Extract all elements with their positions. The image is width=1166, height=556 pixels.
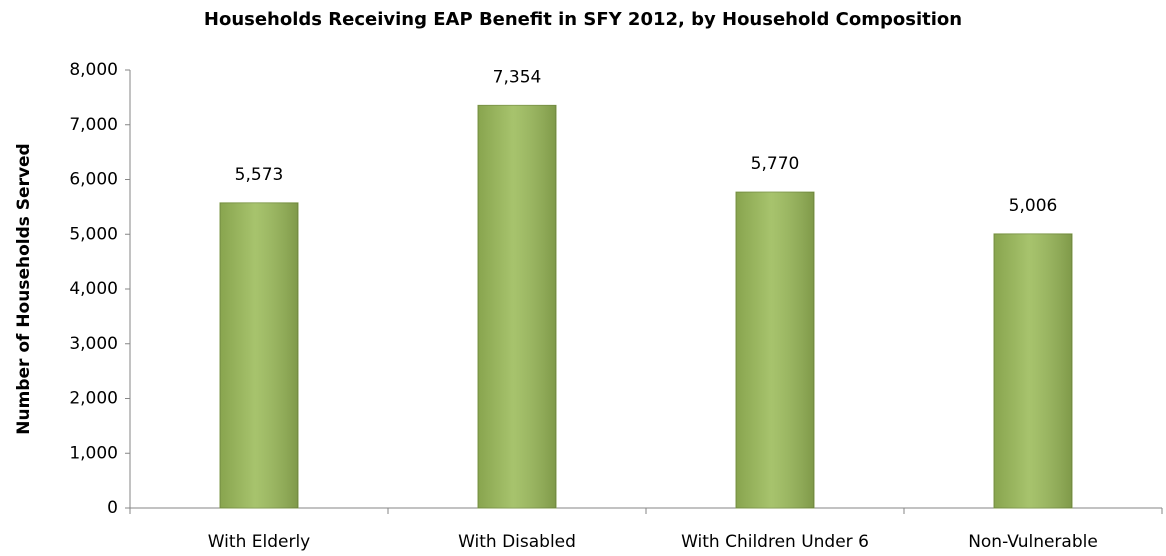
y-tick-label: 0: [107, 498, 118, 518]
x-tick-label: With Disabled: [458, 532, 576, 552]
y-tick-label: 6,000: [69, 170, 118, 190]
y-axis-label: Number of Households Served: [14, 143, 34, 434]
y-tick-label: 3,000: [69, 334, 118, 354]
value-label: 5,573: [235, 165, 284, 185]
y-tick-label: 8,000: [69, 60, 118, 80]
x-tick-label: Non-Vulnerable: [968, 532, 1098, 552]
y-tick-label: 4,000: [69, 279, 118, 299]
x-tick-label: With Children Under 6: [681, 532, 869, 552]
y-tick-label: 7,000: [69, 115, 118, 135]
x-tick-label: With Elderly: [208, 532, 311, 552]
chart-title: Households Receiving EAP Benefit in SFY …: [204, 9, 962, 30]
bar: [993, 233, 1073, 509]
value-label: 5,770: [751, 154, 800, 174]
y-tick-label: 2,000: [69, 389, 118, 409]
y-tick-label: 5,000: [69, 224, 118, 244]
value-label: 7,354: [493, 67, 542, 87]
y-tick-label: 1,000: [69, 443, 118, 463]
bar: [735, 191, 815, 509]
value-label: 5,006: [1009, 196, 1058, 216]
bar: [477, 104, 557, 509]
bar: [219, 202, 299, 509]
